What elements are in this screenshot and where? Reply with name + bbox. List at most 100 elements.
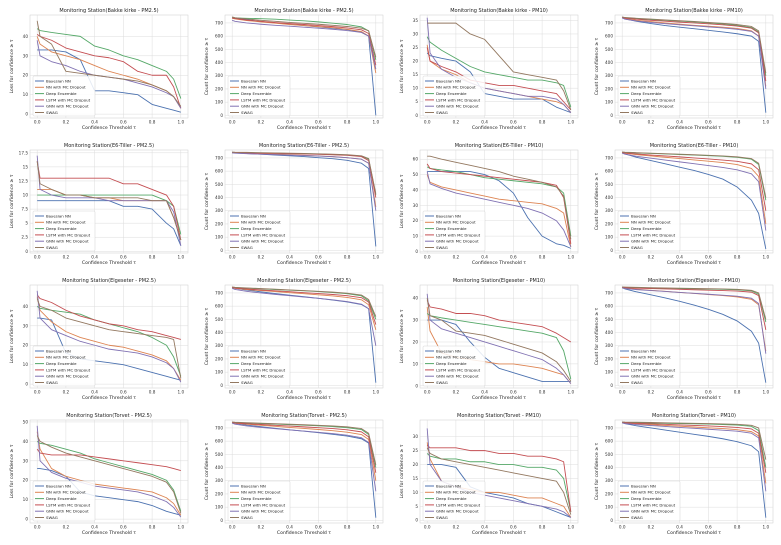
y-tick-label: 0 <box>220 113 223 118</box>
legend-entry: LSTM with MC Dropout <box>241 502 286 507</box>
x-tick-label: 0.2 <box>453 525 460 530</box>
chart-title: Monitoring Station(Elgeseter - PM2.5) <box>62 278 156 284</box>
series-line-4 <box>426 444 572 512</box>
x-tick-label: 0.6 <box>315 255 322 260</box>
x-tick-label: 0.8 <box>539 120 546 125</box>
x-tick-label: 0.8 <box>734 120 741 125</box>
x-tick-label: 0.6 <box>120 120 127 125</box>
x-axis-label: Confidence Threshold τ <box>277 260 331 266</box>
y-tick-label: 200 <box>215 356 223 361</box>
x-tick-label: 1.0 <box>177 120 184 125</box>
y-tick-label: 600 <box>605 439 613 444</box>
x-tick-label: 1.0 <box>567 120 574 125</box>
legend-entry: SWAG <box>631 110 643 115</box>
x-tick-label: 0.8 <box>149 525 156 530</box>
legend-entry: GNN with MC Dropout <box>241 374 284 379</box>
x-tick-label: 1.0 <box>372 390 379 395</box>
series-line-6 <box>232 16 377 58</box>
series-line-1 <box>622 422 767 518</box>
legend-entry: NN with MC Dropout <box>241 490 281 495</box>
x-tick-label: 0.6 <box>705 525 712 530</box>
subplot-8: 0.0 0.2 0.4 0.6 0.8 1.0 0 100 200 300 400 500 600 700… <box>594 143 774 266</box>
series-line-4 <box>232 17 377 66</box>
series-line-6 <box>232 421 377 465</box>
legend-entry: NN with MC Dropout <box>436 220 476 225</box>
series-line-5 <box>232 19 377 70</box>
y-tick-label: 100 <box>215 235 223 240</box>
series-line-1 <box>427 464 571 518</box>
legend <box>227 345 291 387</box>
legend-entry: Bayesian NN <box>241 78 266 83</box>
y-tick-label: 600 <box>605 304 613 309</box>
legend <box>227 210 291 252</box>
y-tick-label: 400 <box>605 60 613 65</box>
x-tick-label: 0.2 <box>258 390 265 395</box>
series-line-2 <box>622 17 767 87</box>
y-tick-label: 600 <box>215 439 223 444</box>
legend-entry: Deep Ensemble <box>631 361 662 366</box>
series-line-1 <box>37 468 181 516</box>
series-line-4 <box>622 152 767 211</box>
y-tick-label: 100 <box>605 100 613 105</box>
x-tick-label: 0.6 <box>705 120 712 125</box>
x-tick-label: 0.8 <box>149 120 156 125</box>
subplot-7: 0.0 0.2 0.4 0.6 0.8 1.0 0 10 20 30 40 50 60 Monitorin… <box>399 143 579 266</box>
legend-entry: Deep Ensemble <box>436 361 467 366</box>
legend-entry: SWAG <box>46 380 58 385</box>
x-tick-label: 0.8 <box>344 525 351 530</box>
y-tick-label: 500 <box>215 452 223 457</box>
x-tick-label: 0.2 <box>453 390 460 395</box>
legend <box>32 210 96 252</box>
x-tick-label: 0.6 <box>510 255 517 260</box>
series-line-6 <box>622 421 767 460</box>
series-line-4 <box>36 448 181 471</box>
y-tick-label: 5 <box>415 99 418 104</box>
legend-entry: Bayesian NN <box>46 483 71 488</box>
x-axis-label: Confidence Threshold τ <box>667 260 721 266</box>
x-tick-label: 0.4 <box>286 390 293 395</box>
legend-entry: NN with MC Dropout <box>436 490 476 495</box>
x-tick-label: 0.8 <box>539 390 546 395</box>
series-line-4 <box>232 287 377 325</box>
legend-entry: Bayesian NN <box>241 483 266 488</box>
chart-title: Monitoring Station(E6-Tiller - PM10) <box>650 143 739 149</box>
legend-entry: NN with MC Dropout <box>241 220 281 225</box>
y-tick-label: 10 <box>23 362 29 367</box>
x-tick-label: 1.0 <box>177 525 184 530</box>
subplot-6: 0.0 0.2 0.4 0.6 0.8 1.0 0 100 200 300 400 500 600 700… <box>204 143 384 266</box>
x-tick-label: 1.0 <box>567 525 574 530</box>
x-tick-label: 0.4 <box>91 120 98 125</box>
series-line-3 <box>426 313 572 380</box>
x-tick-label: 1.0 <box>762 120 769 125</box>
series-line-4 <box>36 34 182 109</box>
x-axis-label: Confidence Threshold τ <box>82 125 136 131</box>
x-tick-label: 0.8 <box>539 525 546 530</box>
y-tick-label: 10 <box>23 193 29 198</box>
y-axis-label: Loss for confidence ≥ τ <box>399 309 405 363</box>
legend-entry: GNN with MC Dropout <box>46 509 89 514</box>
series-line-3 <box>232 17 377 61</box>
legend-entry: GNN with MC Dropout <box>241 509 284 514</box>
legend <box>422 480 486 522</box>
x-axis-label: Confidence Threshold τ <box>667 125 721 131</box>
series-line-1 <box>37 49 181 113</box>
y-tick-label: 100 <box>215 505 223 510</box>
y-tick-label: 60 <box>413 157 419 162</box>
legend-entry: SWAG <box>631 380 643 385</box>
x-tick-label: 0.6 <box>120 525 127 530</box>
y-tick-label: 600 <box>605 34 613 39</box>
y-axis-label: Count for confidence ≥ τ <box>594 37 600 95</box>
x-axis-label: Confidence Threshold τ <box>82 395 136 401</box>
chart-title: Monitoring Station(Torvet - PM10) <box>652 413 736 419</box>
legend-entry: Deep Ensemble <box>631 226 662 231</box>
x-tick-label: 0.8 <box>149 390 156 395</box>
x-tick-label: 0.4 <box>286 120 293 125</box>
legend-entry: SWAG <box>436 380 448 385</box>
legend-entry: GNN with MC Dropout <box>436 104 479 109</box>
x-tick-label: 0.0 <box>229 255 236 260</box>
legend-entry: Bayesian NN <box>436 213 461 218</box>
x-tick-label: 0.8 <box>734 525 741 530</box>
x-tick-label: 0.4 <box>481 525 488 530</box>
y-tick-label: 2.5 <box>21 235 28 240</box>
